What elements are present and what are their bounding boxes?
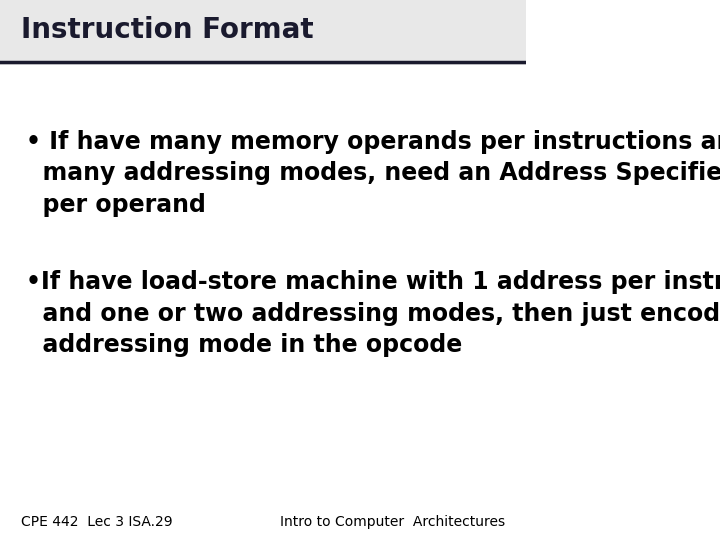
FancyBboxPatch shape xyxy=(0,0,526,65)
Text: Intro to Computer  Architectures: Intro to Computer Architectures xyxy=(279,515,505,529)
Text: •If have load-store machine with 1 address per instr.
  and one or two addressin: •If have load-store machine with 1 addre… xyxy=(27,270,720,357)
Text: CPE 442  Lec 3 ISA.29: CPE 442 Lec 3 ISA.29 xyxy=(21,515,173,529)
Text: Instruction Format: Instruction Format xyxy=(21,16,314,44)
Text: • If have many memory operands per instructions and
  many addressing modes, nee: • If have many memory operands per instr… xyxy=(27,130,720,217)
